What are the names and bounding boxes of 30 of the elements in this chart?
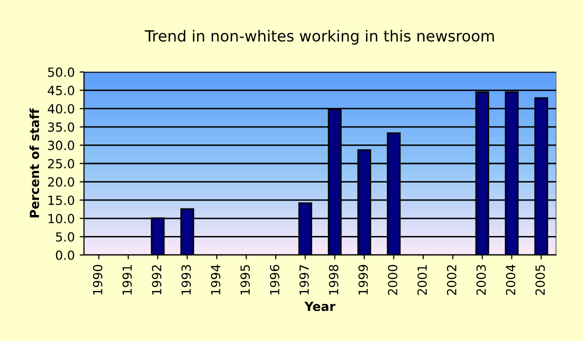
y-tick-label: 50.0 xyxy=(48,67,74,77)
x-tick-label: 1997 xyxy=(299,265,309,294)
y-tick-label: 30.0 xyxy=(48,140,74,150)
x-tick-label: 1998 xyxy=(328,264,338,294)
x-tick-label: 1999 xyxy=(358,264,368,294)
x-tick-label: 2002 xyxy=(446,265,456,295)
x-tick-label: 1990 xyxy=(92,264,102,294)
x-tick-label: 1995 xyxy=(240,265,250,294)
y-tick-label: 0.0 xyxy=(56,250,74,260)
y-tick-label: 20.0 xyxy=(48,177,74,187)
x-tick-label: 2005 xyxy=(535,265,545,295)
x-tick-label: 1994 xyxy=(210,264,220,294)
y-tick-label: 40.0 xyxy=(48,104,74,114)
x-tick-label: 2000 xyxy=(388,264,398,295)
x-tick-label: 1993 xyxy=(181,265,191,294)
y-tick-label: 45.0 xyxy=(48,86,74,96)
x-tick-label: 2004 xyxy=(506,264,516,295)
y-tick-label: 35.0 xyxy=(48,122,74,132)
x-tick-label: 1996 xyxy=(270,264,280,294)
y-axis-title: Percent of staff xyxy=(29,108,40,218)
y-tick-label: 10.0 xyxy=(48,214,74,224)
x-tick-label: 2001 xyxy=(417,265,427,295)
chart-title: Trend in non-whites working in this newsroom xyxy=(144,30,494,45)
y-tick-label: 15.0 xyxy=(48,196,74,206)
y-tick-label: 5.0 xyxy=(56,232,74,242)
y-tick-label: 25.0 xyxy=(48,158,74,168)
x-tick-label: 1991 xyxy=(122,265,132,294)
x-tick-label: 2003 xyxy=(476,265,486,295)
x-tick-label: 1992 xyxy=(152,265,162,294)
x-axis-title: Year xyxy=(304,302,336,312)
